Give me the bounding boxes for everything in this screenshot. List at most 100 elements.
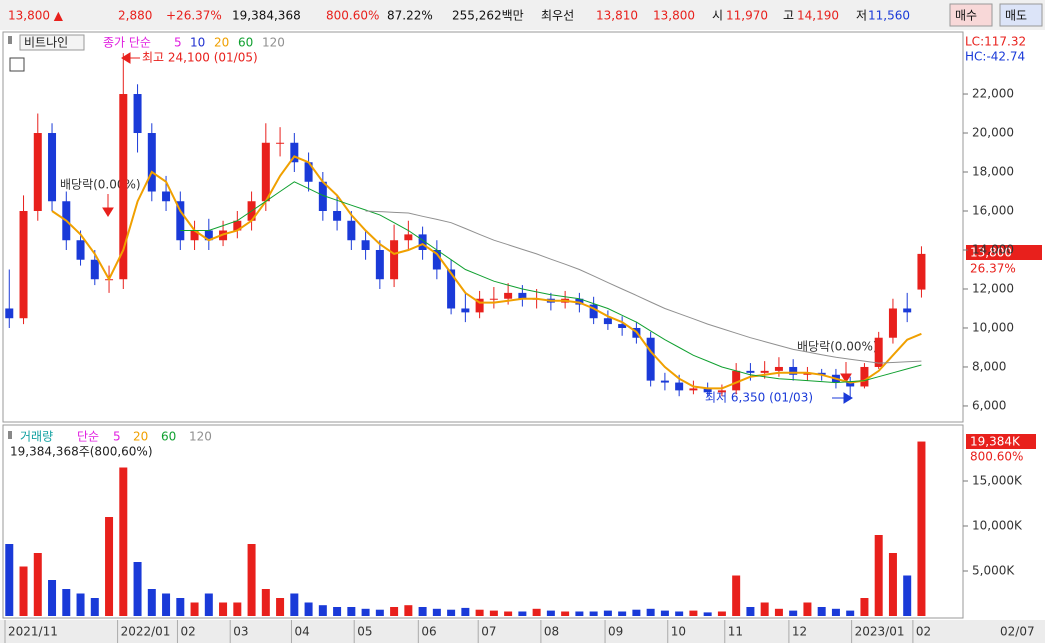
header-cell: 시 — [712, 9, 723, 23]
y-tick-label: 16,000 — [972, 204, 1014, 218]
candle-body — [76, 240, 85, 260]
volume-bar — [404, 605, 413, 616]
stock-box[interactable] — [19, 34, 85, 51]
volume-bar — [917, 441, 926, 616]
x-tick-label: 09 — [608, 625, 623, 639]
header-cell: 2,880 — [118, 9, 152, 23]
volume-bar — [62, 589, 71, 616]
candle-body — [703, 388, 712, 393]
candle-body — [774, 366, 783, 371]
candle-body — [261, 142, 270, 202]
volume-bar — [632, 609, 641, 616]
lc-label: LC:117.32 — [965, 35, 1026, 49]
header-cell: 저 — [856, 9, 867, 23]
x-tick-label: 04 — [294, 625, 309, 639]
x-tick-label: 10 — [671, 625, 686, 639]
volume-info: 19,384,368주(800,60%) — [10, 445, 153, 459]
header-cell: 11,560 — [868, 9, 910, 23]
candle-body — [318, 181, 327, 212]
header-button[interactable] — [949, 3, 993, 27]
dividend-arrow — [102, 194, 114, 217]
candle-body — [119, 94, 128, 280]
candle-body — [390, 240, 399, 280]
candle-body — [646, 337, 655, 381]
volume-bar — [789, 610, 798, 616]
header-cell: 매수 — [955, 9, 977, 23]
candle-body — [461, 308, 470, 313]
candle-body — [233, 220, 242, 231]
volume-bar — [318, 605, 327, 616]
header-cell: 255,262백만 — [452, 9, 524, 23]
candle-body — [304, 162, 313, 182]
volume-bar — [903, 575, 912, 616]
candle-body — [361, 240, 370, 250]
x-tick-label: 02 — [180, 625, 195, 639]
x-axis-bar — [0, 620, 1045, 643]
candle-body — [689, 388, 698, 391]
volume-bar — [361, 608, 370, 616]
volume-title: 거래량 — [20, 430, 53, 444]
volume-bar — [432, 608, 441, 616]
volume-bar — [618, 611, 627, 616]
candle-body — [404, 234, 413, 241]
volume-bar — [461, 607, 470, 616]
y-tick-label: 22,000 — [972, 87, 1014, 101]
volume-bar — [347, 607, 356, 616]
candle-body — [475, 298, 484, 313]
dividend-annotation: 배당락(0.00%) — [60, 178, 141, 192]
y-tick-label: 15,000K — [972, 474, 1023, 488]
candle-body — [489, 298, 498, 300]
volume-bar — [546, 610, 555, 616]
ma-legend: 5 — [174, 36, 182, 50]
ma-title: 종가 단순 — [103, 36, 151, 50]
volume-ma-legend: 120 — [189, 430, 212, 444]
y-tick-label: 12,000 — [972, 281, 1014, 295]
candle-body — [860, 366, 869, 387]
volume-bar — [603, 610, 612, 616]
volume-bar — [803, 602, 812, 616]
volume-bar — [489, 610, 498, 616]
y-tick-label: 10,000K — [972, 519, 1023, 533]
volume-bar — [375, 609, 384, 616]
volume-ma-legend: 60 — [161, 430, 176, 444]
ma-legend: 60 — [238, 36, 253, 50]
candle-body — [603, 318, 612, 325]
x-tick-label: 07 — [481, 625, 496, 639]
x-tick-label: 02 — [916, 625, 931, 639]
candle-body — [589, 304, 598, 319]
volume-bar — [746, 607, 755, 616]
last-date: 02/07 — [1000, 625, 1035, 639]
header-cell: 13,800 ▲ — [8, 9, 64, 23]
header-button[interactable] — [999, 3, 1043, 27]
volume-bar — [675, 611, 684, 616]
volume-bar — [418, 607, 427, 616]
x-tick-label: 08 — [544, 625, 559, 639]
table-icon[interactable] — [9, 57, 25, 72]
candle-body — [347, 220, 356, 241]
header-cell: 13,810 — [596, 9, 638, 23]
candle-body — [660, 380, 669, 383]
volume-bar — [831, 608, 840, 616]
high-annotation: 최고 24,100 (01/05) — [142, 51, 258, 65]
volume-bar — [860, 598, 869, 616]
volume-bar — [290, 593, 299, 616]
ma-legend: 120 — [262, 36, 285, 50]
volume-bar — [646, 608, 655, 616]
candle-body — [846, 382, 855, 387]
y-tick-label: 6,000 — [972, 398, 1006, 412]
volume-bar — [475, 609, 484, 616]
price-label: 13,800 — [970, 246, 1012, 260]
volume-bar — [76, 593, 85, 616]
volume-bar — [874, 535, 883, 616]
header-cell: 고 — [783, 9, 794, 23]
dividend-annotation: 배당락(0.00%) — [797, 340, 878, 354]
header: 13,800 ▲ 2,880 +26.37% 19,384,368 800.60% 87.… — [8, 3, 1043, 27]
x-tick-label: 2022/01 — [121, 625, 171, 639]
volume-bar — [390, 607, 399, 616]
volume-bar — [204, 593, 213, 616]
y-tick-label: 10,000 — [972, 320, 1014, 334]
dividend-arrow — [840, 362, 852, 383]
volume-bar — [261, 589, 270, 616]
x-tick-label: 2023/01 — [855, 625, 905, 639]
